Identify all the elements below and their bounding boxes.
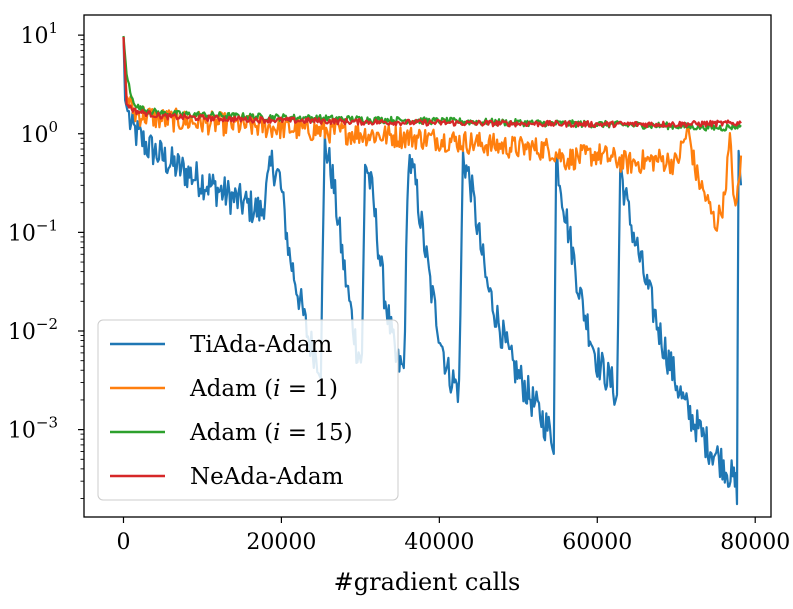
series-layer [122,35,743,506]
series-line-3 [122,36,742,129]
plot-frame [83,14,772,518]
x-tick-label: 20000 [246,530,316,555]
x-tick-label: 80000 [720,530,790,555]
legend-label: NeAda-Adam [190,464,344,490]
y-tick-label: 10−3 [8,414,58,444]
series-line-0 [122,37,743,506]
x-tick-label: 60000 [562,530,632,555]
x-tick-label: 40000 [404,530,474,555]
legend-label: Adam (i = 1) [189,376,338,402]
x-tick-label: 0 [116,530,130,555]
x-axis-ticks: 0 20000 40000 60000 80000 [116,517,790,555]
legend-label: TiAda-Adam [190,332,333,358]
x-axis-title: #gradient calls [334,568,521,596]
legend-box [97,319,399,501]
legend: TiAda-Adam Adam (i = 1) Adam (i = 15) NeAda… [97,319,399,501]
legend-label: Adam (i = 15) [189,420,353,446]
